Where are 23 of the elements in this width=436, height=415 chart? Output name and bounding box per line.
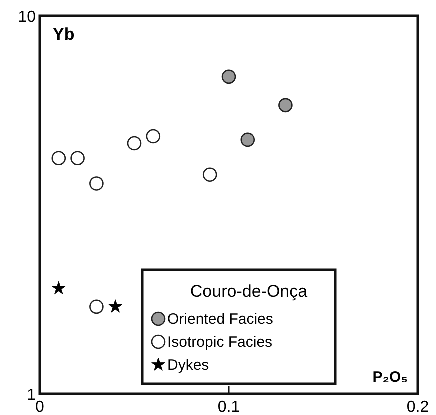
point — [52, 281, 66, 295]
x-tick-label: 0.2 — [406, 399, 430, 415]
y-axis-title: Yb — [53, 25, 75, 44]
x-tick-label: 0 — [36, 399, 45, 415]
legend-title: Couro-de-Onça — [190, 282, 308, 301]
point — [108, 300, 123, 313]
point — [70, 151, 85, 166]
x-tick-label: 0.1 — [218, 399, 240, 415]
point — [222, 70, 236, 84]
point — [90, 300, 104, 314]
point — [90, 176, 104, 191]
x-axis-title: P₂O₅ — [372, 369, 408, 386]
legend-label: Dykes — [168, 357, 210, 374]
point — [52, 151, 66, 166]
point — [202, 168, 218, 182]
point — [127, 136, 142, 151]
legend-label: Oriented Facies — [168, 311, 274, 328]
y-tick-label: 10 — [18, 9, 36, 26]
point — [278, 98, 293, 113]
point — [240, 132, 256, 148]
point — [146, 129, 161, 144]
legend-label: Isotropic Facies — [168, 334, 273, 351]
y-tick-label: 1 — [27, 387, 36, 404]
